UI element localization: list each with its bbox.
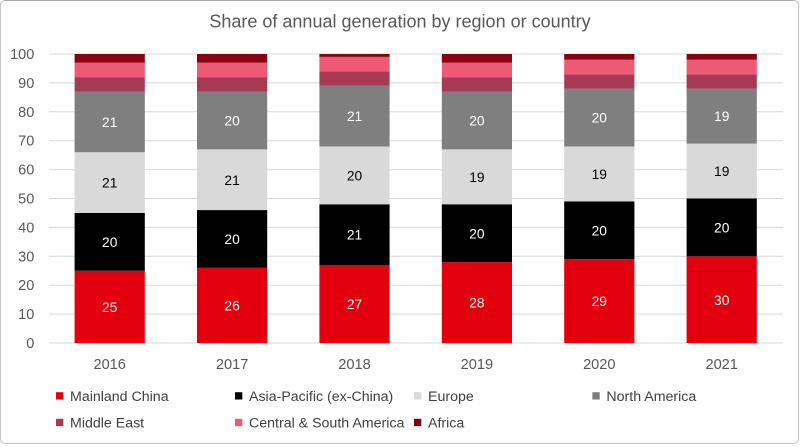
svg-text:Central & South America: Central & South America xyxy=(249,415,404,431)
svg-text:90: 90 xyxy=(18,76,34,92)
svg-text:20: 20 xyxy=(224,232,240,247)
svg-text:26: 26 xyxy=(224,299,240,314)
svg-text:21: 21 xyxy=(224,173,239,188)
svg-text:0: 0 xyxy=(26,336,34,352)
svg-text:Africa: Africa xyxy=(428,415,464,431)
svg-text:60: 60 xyxy=(18,163,34,179)
svg-text:80: 80 xyxy=(18,105,34,121)
svg-text:20: 20 xyxy=(469,226,485,241)
svg-text:20: 20 xyxy=(714,221,730,236)
svg-text:20: 20 xyxy=(102,235,118,250)
svg-text:Europe: Europe xyxy=(428,389,474,405)
svg-text:100: 100 xyxy=(10,47,34,63)
svg-text:2020: 2020 xyxy=(583,357,615,373)
svg-text:2017: 2017 xyxy=(216,357,248,373)
svg-text:North America: North America xyxy=(606,389,696,405)
svg-text:2018: 2018 xyxy=(338,357,370,373)
svg-text:Share of annual generation by: Share of annual generation by region or … xyxy=(209,12,590,32)
svg-text:29: 29 xyxy=(592,294,608,309)
svg-text:50: 50 xyxy=(18,192,34,208)
svg-text:30: 30 xyxy=(18,249,34,265)
svg-text:21: 21 xyxy=(102,115,117,130)
svg-text:19: 19 xyxy=(592,167,608,182)
svg-text:21: 21 xyxy=(102,176,117,191)
svg-text:Asia-Pacific (ex-China): Asia-Pacific (ex-China) xyxy=(249,389,393,405)
svg-text:28: 28 xyxy=(469,296,485,311)
svg-text:30: 30 xyxy=(714,293,730,308)
svg-text:2019: 2019 xyxy=(461,357,493,373)
svg-text:20: 20 xyxy=(469,114,485,129)
svg-text:19: 19 xyxy=(469,170,485,185)
svg-text:70: 70 xyxy=(18,134,34,150)
svg-text:20: 20 xyxy=(224,114,240,129)
svg-text:20: 20 xyxy=(18,278,34,294)
svg-text:20: 20 xyxy=(592,111,608,126)
svg-text:10: 10 xyxy=(18,307,34,323)
svg-text:2016: 2016 xyxy=(93,357,125,373)
svg-text:21: 21 xyxy=(347,109,362,124)
svg-text:20: 20 xyxy=(592,223,608,238)
svg-text:21: 21 xyxy=(347,228,362,243)
svg-text:25: 25 xyxy=(102,300,118,315)
svg-text:Mainland China: Mainland China xyxy=(70,389,169,405)
svg-text:Middle East: Middle East xyxy=(70,415,144,431)
svg-text:19: 19 xyxy=(714,164,730,179)
svg-text:40: 40 xyxy=(18,220,34,236)
svg-text:20: 20 xyxy=(347,168,363,183)
svg-text:19: 19 xyxy=(714,109,730,124)
svg-text:2021: 2021 xyxy=(705,357,737,373)
svg-text:27: 27 xyxy=(347,297,362,312)
